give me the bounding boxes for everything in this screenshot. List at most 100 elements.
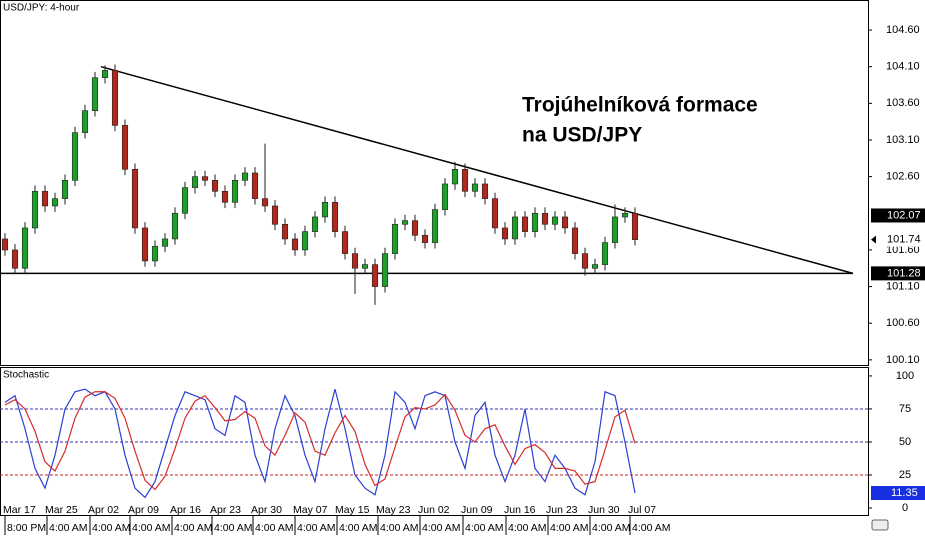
price-marker: [871, 266, 925, 281]
x-time-label: 4:00 AM: [92, 522, 131, 534]
candle-body: [541, 212, 549, 225]
candle-body: [561, 216, 569, 229]
candle-body: [301, 231, 309, 251]
y-tick-label: 101.10: [886, 280, 920, 292]
title-bg: [1, 368, 53, 381]
x-tick-label: Mar 25: [45, 504, 78, 516]
value-marker: [871, 486, 925, 501]
x-time-label: 4:00 AM: [592, 522, 631, 534]
candle-body: [51, 198, 59, 207]
y-tick-label: 50: [899, 436, 911, 448]
candle-body: [71, 132, 79, 181]
y-tick-label: 25: [899, 469, 911, 481]
y-tick-label: 75: [899, 403, 911, 415]
price-marker-label: 102.07: [887, 209, 921, 221]
stochastic-line: [4, 391, 636, 491]
candle-body: [491, 198, 499, 229]
chart-title: USD/JPY: 4-hour: [3, 3, 80, 14]
candle-body: [531, 212, 539, 232]
candle-body: [631, 212, 639, 240]
x-tick-label: Jun 02: [418, 504, 450, 516]
candle-body: [331, 201, 339, 232]
x-tick-label: May 23: [376, 504, 411, 516]
x-tick-label: Jun 16: [504, 504, 536, 516]
candle-body: [151, 245, 159, 262]
x-time-label: 8:00 PM: [7, 522, 46, 534]
candle-body: [521, 216, 529, 232]
x-time-label: 4:00 AM: [632, 522, 671, 534]
candle-body: [41, 190, 49, 207]
x-time-label: 4:00 AM: [508, 522, 547, 534]
title-bg: [1, 1, 85, 15]
candle-body: [101, 70, 109, 78]
candle-body: [171, 212, 179, 240]
candle-body: [1, 238, 9, 251]
candle-body: [351, 253, 359, 269]
candle-body: [21, 227, 29, 269]
x-time-label: 4:00 AM: [297, 522, 336, 534]
candle-body: [321, 201, 329, 218]
candle-body: [271, 205, 279, 225]
candle-body: [111, 70, 119, 126]
candle-body: [591, 264, 599, 269]
candle-body: [201, 176, 209, 181]
candle-body: [61, 180, 69, 199]
candle-body: [281, 223, 289, 240]
x-tick-label: Apr 09: [128, 504, 159, 516]
candle-body: [231, 180, 239, 203]
x-time-label: 4:00 AM: [339, 522, 378, 534]
candle-body: [441, 183, 449, 210]
candle-body: [211, 180, 219, 192]
candle-body: [571, 227, 579, 254]
x-tick-label: Jul 07: [628, 504, 656, 516]
x-time-label: 4:00 AM: [255, 522, 294, 534]
candle-body: [291, 238, 299, 251]
x-time-label: 4:00 AM: [422, 522, 461, 534]
x-time-label: 4:00 AM: [49, 522, 88, 534]
candle-body: [391, 223, 399, 254]
x-time-label: 4:00 AM: [132, 522, 171, 534]
x-tick-label: May 15: [335, 504, 370, 516]
x-time-label: 4:00 AM: [214, 522, 253, 534]
candle-body: [141, 227, 149, 262]
candle-body: [131, 169, 139, 229]
y-tick-label: 100.10: [886, 354, 920, 366]
candle-body: [411, 220, 419, 236]
annotation: Trojúhelníková formace: [522, 94, 758, 117]
candle-body: [601, 242, 609, 265]
candle-body: [461, 169, 469, 192]
x-tick-label: Jun 09: [461, 504, 493, 516]
y-tick-label: 102.60: [886, 171, 920, 183]
scroll-icon[interactable]: [871, 519, 889, 531]
candle-body: [311, 216, 319, 232]
x-tick-label: Apr 30: [251, 504, 282, 516]
value-marker-label: 11.35: [891, 487, 918, 499]
candle-body: [551, 216, 559, 225]
candle-body: [421, 234, 429, 243]
y-tick-label: 0: [902, 502, 908, 514]
x-tick-label: Apr 23: [210, 504, 241, 516]
candle-body: [481, 183, 489, 199]
candle-body: [181, 187, 189, 214]
candle-body: [431, 209, 439, 243]
candle-body: [11, 249, 19, 269]
y-tick-label: 101.60: [886, 244, 920, 256]
candle-body: [91, 77, 99, 111]
annotation: na USD/JPY: [522, 124, 642, 147]
price-marker-label: 101.74: [887, 234, 921, 246]
candle-body: [241, 172, 249, 181]
price-marker: [871, 208, 925, 223]
price-arrow: [871, 235, 876, 244]
candle-body: [451, 169, 459, 185]
candle-body: [31, 190, 39, 229]
candle-body: [581, 253, 589, 269]
candle-body: [401, 220, 409, 225]
candle-body: [341, 231, 349, 254]
candle-body: [221, 190, 229, 203]
candle-body: [361, 264, 369, 269]
y-tick-label: 103.10: [886, 134, 920, 146]
y-tick-label: 103.60: [886, 97, 920, 109]
candle-body: [511, 216, 519, 240]
candle-body: [611, 216, 619, 243]
